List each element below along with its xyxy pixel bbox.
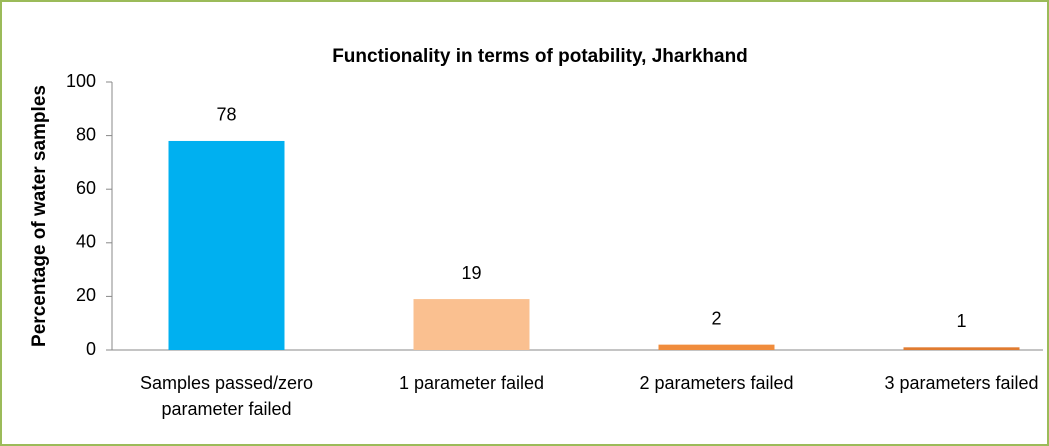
y-tick-label: 100 (66, 71, 96, 91)
y-tick-label: 20 (76, 285, 96, 305)
bar (903, 347, 1020, 350)
x-tick-label: Samples passed/zero parameter failed (139, 373, 314, 419)
bar (658, 344, 775, 350)
data-label: 78 (216, 105, 236, 125)
bar (413, 299, 530, 350)
data-label: 2 (711, 308, 721, 328)
data-label: 1 (956, 311, 966, 331)
chart-title: Functionality in terms of potability, Jh… (332, 46, 748, 67)
data-label: 19 (461, 263, 481, 283)
y-tick-label: 80 (76, 124, 96, 144)
x-tick-label: 2 parameters failed (639, 373, 794, 393)
x-tick-label: 3 parameters failed (884, 373, 1039, 393)
y-tick-label: 0 (86, 339, 96, 359)
y-tick-label: 60 (76, 178, 96, 198)
bar (168, 140, 285, 350)
x-tick-label: 1 parameter failed (398, 373, 545, 393)
y-tick-label: 40 (76, 232, 96, 252)
y-axis-label: Percentage of water samples (29, 85, 50, 347)
